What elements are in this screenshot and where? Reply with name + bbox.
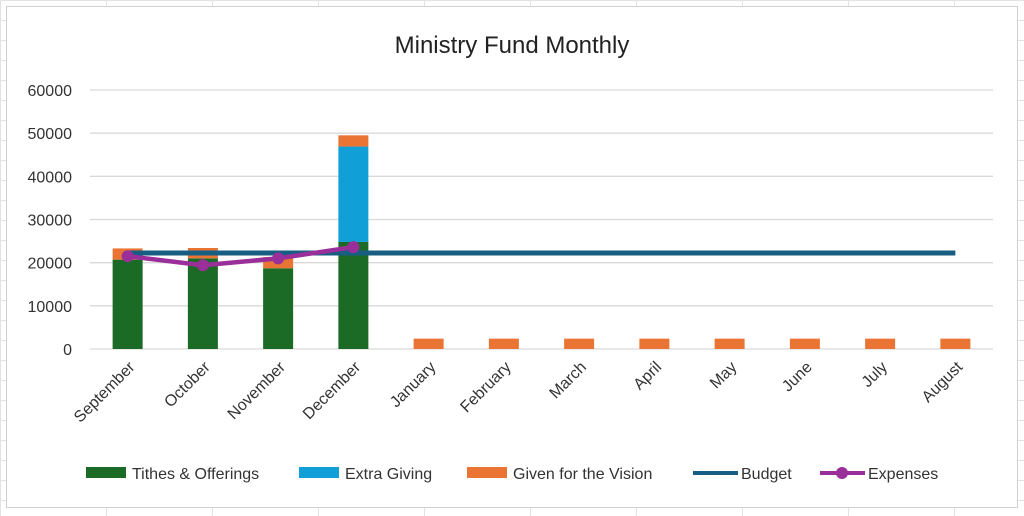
bar-given-for-the-vision	[488, 338, 519, 349]
legend-swatch	[86, 467, 126, 478]
bar-extra-giving	[338, 146, 369, 242]
legend-marker	[836, 467, 848, 479]
bar-given-for-the-vision	[714, 338, 745, 349]
x-tick-label: July	[859, 359, 891, 391]
chart-title: Ministry Fund Monthly	[395, 32, 630, 59]
bar-given-for-the-vision	[564, 338, 595, 349]
bar-given-for-the-vision	[338, 135, 369, 147]
y-tick-label: 40000	[28, 169, 73, 186]
marker-expenses	[272, 252, 285, 265]
y-tick-label: 60000	[28, 83, 73, 100]
marker-expenses	[121, 250, 134, 263]
marker-expenses	[347, 241, 360, 254]
y-tick-label: 0	[63, 342, 72, 359]
y-tick-label: 30000	[28, 213, 73, 230]
x-tick-label: October	[161, 358, 214, 411]
x-tick-label: June	[779, 359, 816, 396]
x-tick-label: August	[919, 358, 967, 406]
legend-label: Budget	[741, 466, 792, 483]
legend-label: Expenses	[868, 466, 938, 483]
bar-given-for-the-vision	[789, 338, 820, 349]
marker-expenses	[196, 259, 209, 272]
bar-tithes-offerings	[112, 259, 143, 349]
x-tick-label: March	[546, 359, 589, 402]
x-tick-label: April	[631, 359, 666, 394]
bar-given-for-the-vision	[639, 338, 670, 349]
bar-tithes-offerings	[338, 241, 369, 349]
bar-given-for-the-vision	[413, 338, 444, 349]
bar-tithes-offerings	[187, 258, 218, 349]
x-tick-label: December	[300, 358, 365, 423]
legend-swatch	[467, 467, 507, 478]
x-tick-label: November	[225, 358, 290, 423]
x-tick-label: January	[387, 359, 439, 411]
legend-label: Extra Giving	[345, 466, 432, 483]
x-tick-label: May	[707, 359, 740, 392]
y-tick-label: 10000	[28, 299, 73, 316]
legend-label: Given for the Vision	[513, 466, 652, 483]
y-tick-label: 50000	[28, 126, 73, 143]
bar-given-for-the-vision	[940, 338, 971, 349]
legend-label: Tithes & Offerings	[132, 466, 259, 483]
line-expenses	[127, 244, 354, 268]
legend-swatch	[299, 467, 339, 478]
bar-tithes-offerings	[263, 268, 294, 349]
x-tick-label: September	[71, 358, 139, 426]
y-tick-label: 20000	[28, 256, 73, 273]
bar-given-for-the-vision	[865, 338, 896, 349]
x-tick-label: February	[457, 359, 514, 416]
